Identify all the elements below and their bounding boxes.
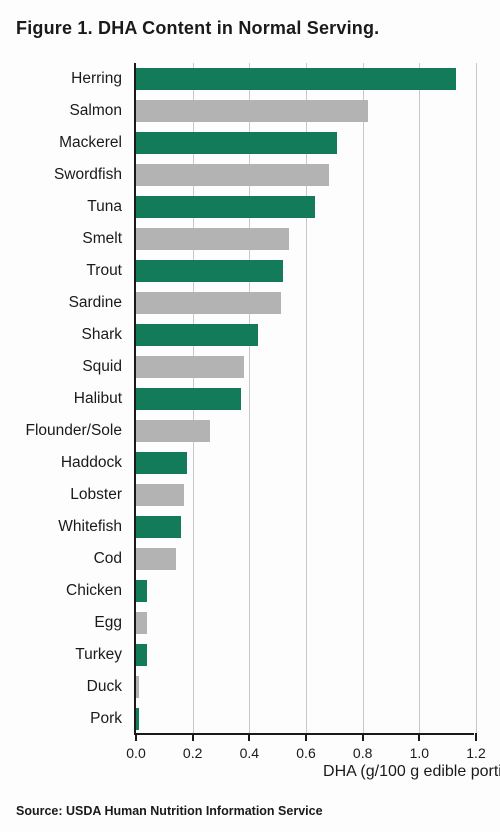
y-label: Duck xyxy=(87,678,122,696)
bar xyxy=(136,548,176,570)
plot-area: DHA (g/100 g edible portion) 0.00.20.40.… xyxy=(134,63,474,735)
x-tick-label: 0.4 xyxy=(240,745,259,761)
bar xyxy=(136,228,289,250)
y-label: Turkey xyxy=(75,646,122,664)
bar xyxy=(136,676,139,698)
x-tick-label: 0.0 xyxy=(126,745,145,761)
y-label: Sardine xyxy=(69,294,122,312)
bar xyxy=(136,452,187,474)
y-label: Halibut xyxy=(74,390,122,408)
chart-container: DHA (g/100 g edible portion) 0.00.20.40.… xyxy=(16,53,484,773)
y-label: Chicken xyxy=(66,582,122,600)
gridline xyxy=(363,63,364,733)
y-label: Tuna xyxy=(87,198,122,216)
bar xyxy=(136,420,210,442)
y-label: Herring xyxy=(71,70,122,88)
x-tick xyxy=(418,733,420,741)
bar xyxy=(136,612,147,634)
x-tick xyxy=(135,733,137,741)
y-label: Haddock xyxy=(61,454,122,472)
y-label: Salmon xyxy=(69,102,122,120)
x-axis-title: DHA (g/100 g edible portion) xyxy=(254,763,500,781)
y-label: Cod xyxy=(94,550,122,568)
y-label: Shark xyxy=(82,326,123,344)
y-label: Egg xyxy=(94,614,122,632)
y-label: Pork xyxy=(90,710,122,728)
bar xyxy=(136,68,456,90)
x-tick-label: 1.2 xyxy=(466,745,485,761)
x-tick xyxy=(475,733,477,741)
bar xyxy=(136,644,147,666)
x-tick-label: 0.2 xyxy=(183,745,202,761)
x-tick-label: 1.0 xyxy=(410,745,429,761)
source-text: Source: USDA Human Nutrition Information… xyxy=(16,804,323,818)
y-label: Flounder/Sole xyxy=(25,422,122,440)
bar xyxy=(136,708,139,730)
gridline xyxy=(476,63,477,733)
bar xyxy=(136,356,244,378)
y-label: Smelt xyxy=(82,230,122,248)
bar xyxy=(136,196,315,218)
bar xyxy=(136,100,368,122)
bar xyxy=(136,516,181,538)
x-tick-label: 0.8 xyxy=(353,745,372,761)
bar xyxy=(136,132,337,154)
x-tick xyxy=(192,733,194,741)
bar xyxy=(136,580,147,602)
gridline xyxy=(419,63,420,733)
bar xyxy=(136,324,258,346)
y-label: Mackerel xyxy=(59,134,122,152)
bar xyxy=(136,260,283,282)
x-tick xyxy=(362,733,364,741)
y-label: Swordfish xyxy=(54,166,122,184)
y-label: Squid xyxy=(82,358,122,376)
bar xyxy=(136,292,281,314)
x-tick xyxy=(248,733,250,741)
bar xyxy=(136,484,184,506)
x-tick-label: 0.6 xyxy=(296,745,315,761)
chart-title: Figure 1. DHA Content in Normal Serving. xyxy=(16,18,484,39)
bar xyxy=(136,388,241,410)
y-label: Trout xyxy=(86,262,122,280)
x-tick xyxy=(305,733,307,741)
bar xyxy=(136,164,329,186)
y-label: Lobster xyxy=(70,486,122,504)
y-label: Whitefish xyxy=(58,518,122,536)
